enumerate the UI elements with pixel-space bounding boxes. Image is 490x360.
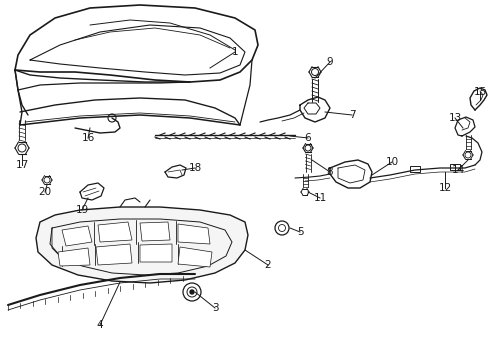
Text: 10: 10 (386, 157, 398, 167)
Text: 2: 2 (265, 260, 271, 270)
Text: 16: 16 (81, 133, 95, 143)
Polygon shape (58, 248, 90, 266)
Text: 19: 19 (75, 205, 89, 215)
Text: 3: 3 (212, 303, 219, 313)
Text: 18: 18 (188, 163, 201, 173)
Text: 8: 8 (327, 167, 333, 177)
Polygon shape (62, 226, 92, 246)
Text: 12: 12 (439, 183, 452, 193)
Text: 7: 7 (349, 110, 355, 120)
Polygon shape (36, 207, 248, 283)
Polygon shape (178, 224, 210, 244)
Text: 11: 11 (314, 193, 327, 203)
Bar (410, 166, 420, 172)
Polygon shape (140, 222, 170, 241)
Polygon shape (98, 222, 132, 242)
Text: 1: 1 (232, 47, 238, 57)
Text: 6: 6 (305, 133, 311, 143)
Polygon shape (178, 247, 212, 267)
Polygon shape (140, 244, 172, 262)
Text: 15: 15 (473, 87, 487, 97)
Text: 5: 5 (296, 227, 303, 237)
Bar (450, 164, 460, 170)
Polygon shape (96, 244, 132, 265)
Text: 4: 4 (97, 320, 103, 330)
Text: 20: 20 (38, 187, 51, 197)
Text: 9: 9 (327, 57, 333, 67)
Text: 13: 13 (448, 113, 462, 123)
Text: 14: 14 (451, 165, 465, 175)
Circle shape (190, 290, 194, 294)
Text: 17: 17 (15, 160, 28, 170)
